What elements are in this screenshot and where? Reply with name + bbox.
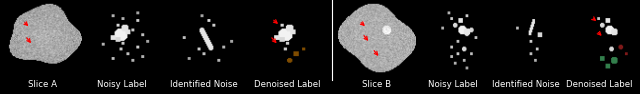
Text: Noisy Label: Noisy Label xyxy=(97,80,147,89)
Text: Identified Noise: Identified Noise xyxy=(492,80,560,89)
Text: Identified Noise: Identified Noise xyxy=(170,80,237,89)
Text: Slice A: Slice A xyxy=(28,80,57,89)
Text: Denoised Label: Denoised Label xyxy=(254,80,321,89)
Text: Denoised Label: Denoised Label xyxy=(566,80,633,89)
Text: Slice B: Slice B xyxy=(362,80,391,89)
Text: Noisy Label: Noisy Label xyxy=(428,80,478,89)
